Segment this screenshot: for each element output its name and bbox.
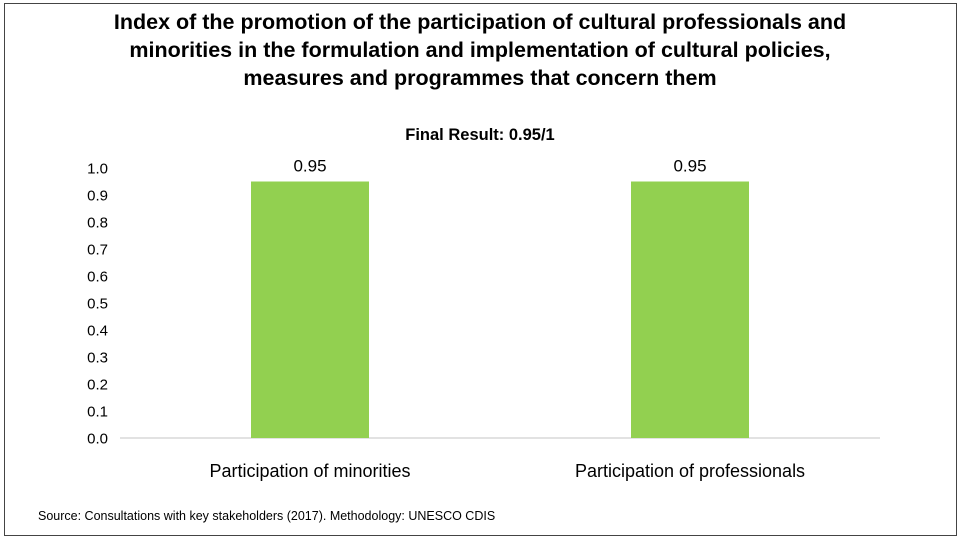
bar	[251, 181, 369, 438]
chart-title: Index of the promotion of the participat…	[113, 10, 847, 90]
x-tick-label: Participation of professionals	[575, 461, 805, 481]
y-tick-label: 0.5	[87, 296, 108, 313]
bars-group	[251, 181, 749, 438]
y-tick-label: 0.9	[87, 188, 108, 205]
y-tick-label: 0.2	[87, 377, 108, 394]
y-tick-label: 0.7	[87, 242, 108, 259]
data-label: 0.95	[673, 157, 706, 176]
y-tick-label: 0.3	[87, 350, 108, 367]
y-tick-label: 0.0	[87, 431, 108, 448]
x-tick-label: Participation of minorities	[209, 461, 410, 481]
chart-subtitle: Final Result: 0.95/1	[405, 126, 555, 144]
y-tick-label: 1.0	[87, 161, 108, 178]
data-labels-group: 0.95 0.95	[293, 157, 706, 176]
y-tick-label: 0.8	[87, 215, 108, 232]
source-note: Source: Consultations with key stakehold…	[38, 509, 496, 523]
bar	[631, 181, 749, 438]
y-tick-label: 0.4	[87, 323, 108, 340]
data-label: 0.95	[293, 157, 326, 176]
x-axis-labels: Participation of minorities Participation…	[209, 461, 805, 481]
y-tick-label: 0.1	[87, 404, 108, 421]
chart-frame	[4, 3, 957, 536]
y-axis-ticks: 0.0 0.1 0.2 0.3 0.4 0.5 0.6 0.7 0.8 0.9 1.0	[87, 161, 108, 448]
y-tick-label: 0.6	[87, 269, 108, 286]
